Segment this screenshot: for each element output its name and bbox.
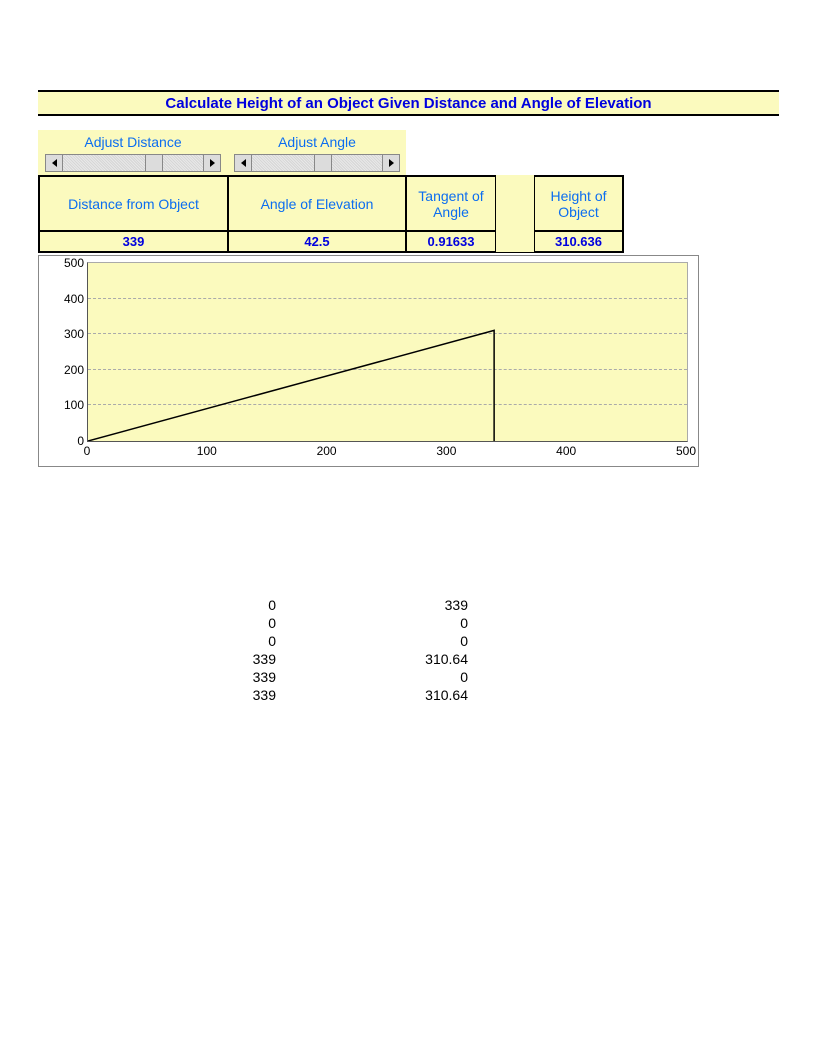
angle-scrollbar[interactable] [234, 153, 400, 173]
header-row: Distance from Object Angle of Elevation … [38, 175, 779, 231]
x-tick-label: 0 [84, 444, 91, 458]
table-row: 3390 [178, 669, 779, 687]
value-tangent: 0.91633 [406, 231, 496, 253]
plot-area: 0100200300400500 [87, 262, 688, 442]
x-tick-label: 500 [676, 444, 696, 458]
table-row: 339310.64 [178, 651, 779, 669]
table-row: 0339 [178, 597, 779, 615]
value-row: 339 42.5 0.91633 310.636 [38, 231, 779, 253]
title-bar: Calculate Height of an Object Given Dist… [38, 90, 779, 116]
arrow-right-icon [389, 159, 394, 167]
adjust-angle-label: Adjust Angle [278, 134, 356, 150]
y-tick-label: 200 [50, 363, 88, 377]
table-row: 00 [178, 615, 779, 633]
x-tick-label: 300 [436, 444, 456, 458]
cell: 0 [178, 633, 288, 651]
cell: 310.64 [288, 651, 468, 669]
scroll-left-button[interactable] [45, 154, 63, 172]
chart: 0100200300400500 0100200300400500 [38, 255, 699, 467]
cell: 310.64 [288, 687, 468, 705]
spacer [38, 116, 779, 130]
table-row: 00 [178, 633, 779, 651]
value-distance: 339 [38, 231, 228, 253]
distance-scrollbar[interactable] [45, 153, 221, 173]
cell: 0 [178, 597, 288, 615]
scroll-thumb[interactable] [314, 154, 332, 172]
gap [496, 231, 534, 253]
cell: 0 [288, 633, 468, 651]
adjust-angle-panel: Adjust Angle [228, 130, 406, 175]
value-angle: 42.5 [228, 231, 406, 253]
points-table: 03390000339310.643390339310.64 [178, 597, 779, 705]
x-tick-label: 400 [556, 444, 576, 458]
header-distance: Distance from Object [38, 175, 228, 231]
x-tick-label: 200 [317, 444, 337, 458]
chart-series [88, 263, 687, 441]
cell: 0 [178, 615, 288, 633]
cell: 339 [288, 597, 468, 615]
adjust-row: Adjust Distance Adjust Angle [38, 130, 779, 175]
arrow-left-icon [52, 159, 57, 167]
adjust-distance-label: Adjust Distance [84, 134, 181, 150]
adjust-distance-panel: Adjust Distance [38, 130, 228, 175]
scroll-track[interactable] [252, 154, 382, 172]
page-title: Calculate Height of an Object Given Dist… [165, 95, 651, 112]
gap [496, 175, 534, 231]
cell: 339 [178, 669, 288, 687]
y-tick-label: 500 [50, 256, 88, 270]
cell: 0 [288, 615, 468, 633]
arrow-left-icon [241, 159, 246, 167]
x-tick-label: 100 [197, 444, 217, 458]
cell: 0 [288, 669, 468, 687]
x-axis-labels: 0100200300400500 [87, 444, 686, 460]
scroll-right-button[interactable] [382, 154, 400, 172]
cell: 339 [178, 651, 288, 669]
scroll-thumb[interactable] [145, 154, 163, 172]
y-tick-label: 400 [50, 292, 88, 306]
value-height: 310.636 [534, 231, 624, 253]
scroll-right-button[interactable] [203, 154, 221, 172]
header-tangent: Tangent of Angle [406, 175, 496, 231]
arrow-right-icon [210, 159, 215, 167]
cell: 339 [178, 687, 288, 705]
y-tick-label: 100 [50, 398, 88, 412]
page: Calculate Height of an Object Given Dist… [0, 0, 817, 705]
scroll-track[interactable] [63, 154, 203, 172]
y-tick-label: 0 [50, 434, 88, 448]
header-height: Height of Object [534, 175, 624, 231]
scroll-left-button[interactable] [234, 154, 252, 172]
y-tick-label: 300 [50, 327, 88, 341]
chart-inner: 0100200300400500 0100200300400500 [38, 255, 699, 467]
table-row: 339310.64 [178, 687, 779, 705]
header-angle: Angle of Elevation [228, 175, 406, 231]
